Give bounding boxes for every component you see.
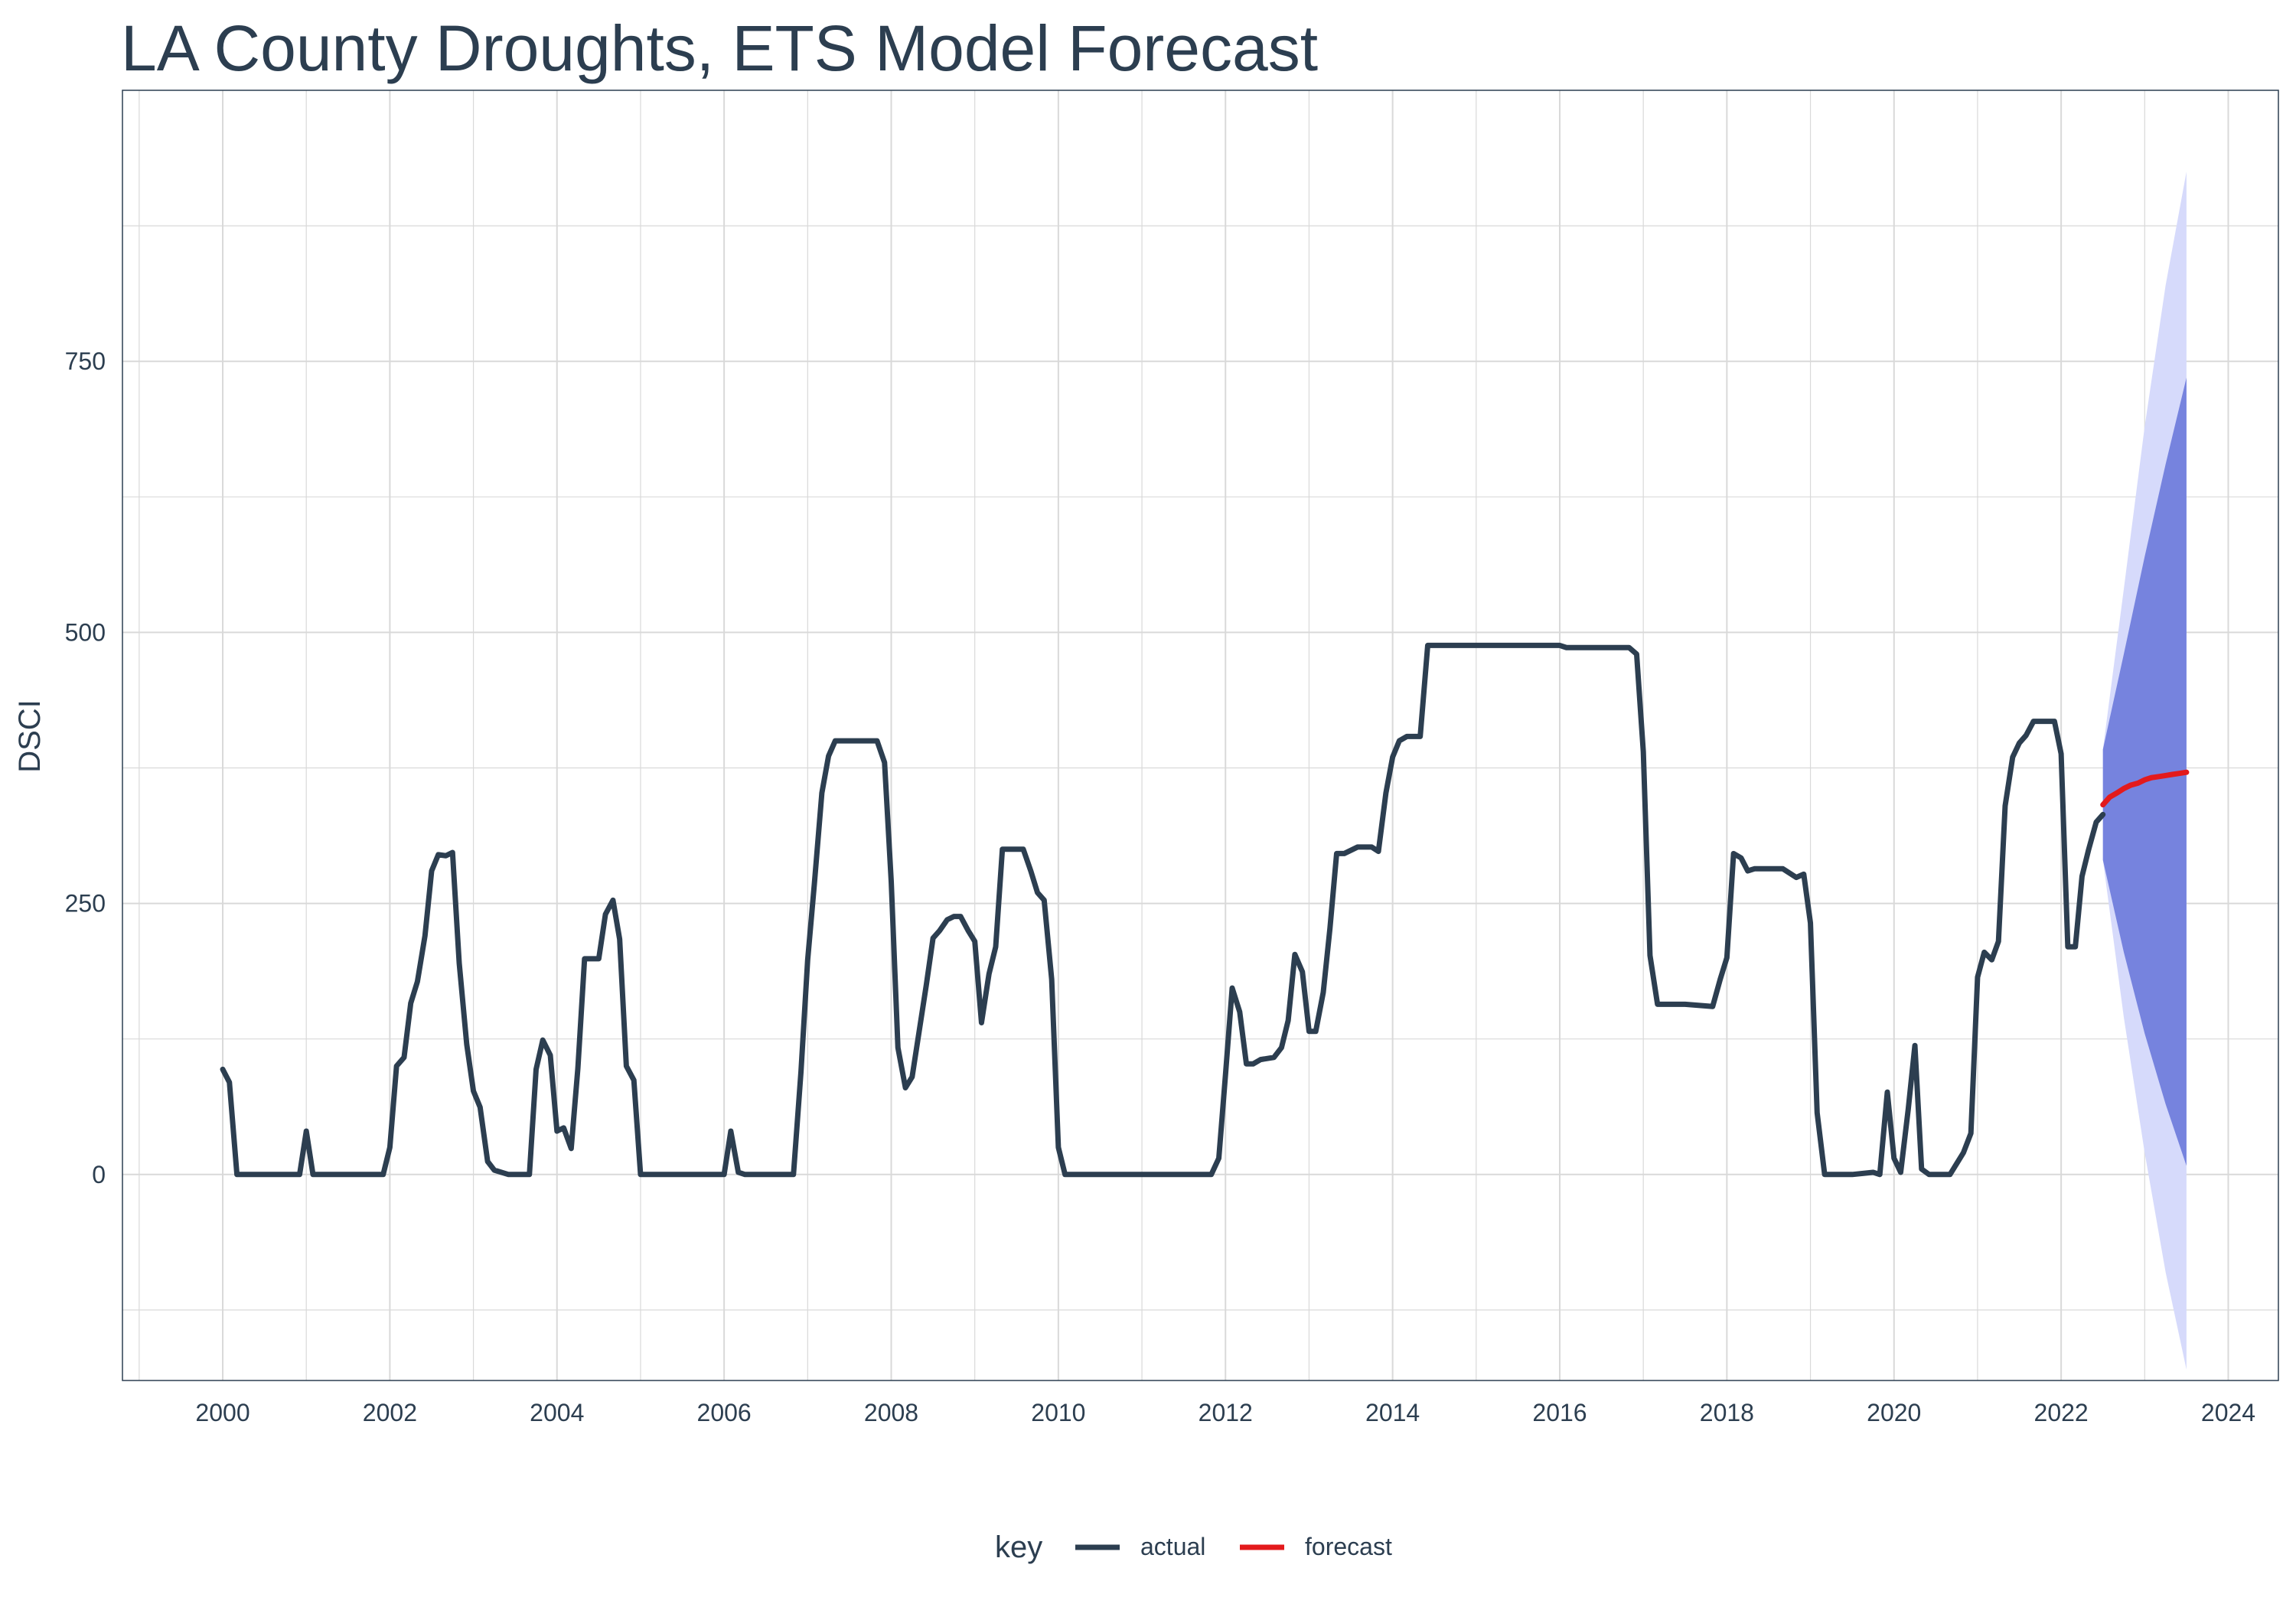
legend-label-forecast: forecast bbox=[1305, 1533, 1392, 1560]
confidence-bands bbox=[2102, 171, 2187, 1370]
ci-band-80 bbox=[2102, 377, 2187, 1166]
y-tick-label: 250 bbox=[65, 890, 106, 918]
grid-lines bbox=[122, 90, 2278, 1380]
chart-title: LA County Droughts, ETS Model Forecast bbox=[121, 12, 1318, 84]
x-tick-label: 2018 bbox=[1700, 1399, 1754, 1426]
series-line-forecast bbox=[2100, 769, 2190, 808]
y-axis-ticks: 0 250 500 750 bbox=[65, 347, 106, 1188]
y-tick-label: 0 bbox=[92, 1161, 106, 1188]
legend: key actual forecast bbox=[995, 1530, 1392, 1564]
y-axis-title: DSCI bbox=[13, 699, 47, 773]
x-tick-label: 2012 bbox=[1199, 1399, 1253, 1426]
x-tick-label: 2014 bbox=[1365, 1399, 1420, 1426]
series-lines bbox=[220, 642, 2190, 1178]
x-tick-label: 2002 bbox=[363, 1399, 417, 1426]
x-tick-label: 2020 bbox=[1867, 1399, 1921, 1426]
x-tick-label: 2010 bbox=[1031, 1399, 1085, 1426]
x-tick-label: 2016 bbox=[1532, 1399, 1587, 1426]
x-tick-label: 2006 bbox=[697, 1399, 752, 1426]
x-tick-label: 2000 bbox=[195, 1399, 249, 1426]
x-tick-label: 2024 bbox=[2201, 1399, 2255, 1426]
x-tick-label: 2004 bbox=[530, 1399, 584, 1426]
series-line-actual bbox=[220, 642, 2106, 1178]
plot-panel-border bbox=[122, 90, 2279, 1381]
legend-title: key bbox=[995, 1530, 1042, 1564]
legend-label-actual: actual bbox=[1140, 1533, 1205, 1560]
x-tick-label: 2022 bbox=[2034, 1399, 2089, 1426]
y-tick-label: 750 bbox=[65, 347, 106, 375]
x-axis-ticks: 2000 2002 2004 2006 2008 2010 2012 2014 2016 2018… bbox=[195, 1399, 2255, 1426]
x-tick-label: 2008 bbox=[864, 1399, 918, 1426]
y-tick-label: 500 bbox=[65, 618, 106, 646]
